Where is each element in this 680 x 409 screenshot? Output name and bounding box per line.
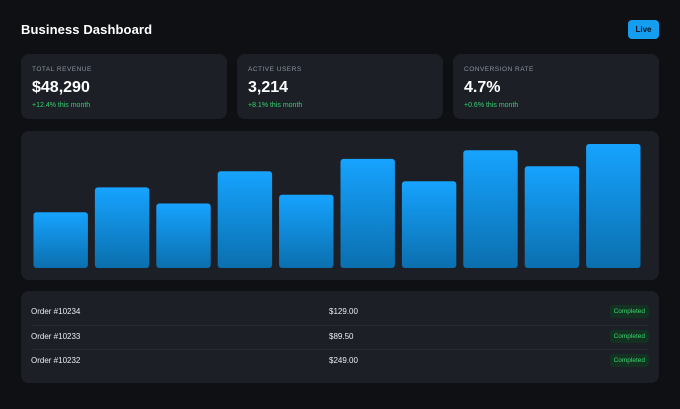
orders-table: Order #10234 $129.00 Completed Order #10… <box>21 291 659 383</box>
order-id: Order #10232 <box>31 356 81 365</box>
page-title: Business Dashboard <box>21 22 153 37</box>
stat-card-conversion: CONVERSION RATE 4.7% +0.6% this month <box>453 54 659 119</box>
table-row[interactable]: Order #10232 $249.00 Completed <box>31 349 649 374</box>
chart-bar <box>156 203 211 268</box>
stat-value: 4.7% <box>464 79 501 96</box>
chart-bar <box>217 171 273 268</box>
chart-bar <box>463 150 518 268</box>
stat-card-revenue: TOTAL REVENUE $48,290 +12.4% this month <box>21 54 227 119</box>
stat-delta: +8.1% this month <box>248 102 303 109</box>
order-id: Order #10233 <box>31 332 81 341</box>
stat-value: 3,214 <box>248 79 289 96</box>
live-button[interactable]: Live <box>628 20 659 39</box>
table-row[interactable]: Order #10234 $129.00 Completed <box>31 301 649 325</box>
chart-bar <box>279 194 334 268</box>
order-amount: $89.50 <box>329 332 354 341</box>
chart-bar <box>401 181 457 268</box>
chart-bar <box>340 158 395 268</box>
chart-bar <box>586 144 641 268</box>
header: Business Dashboard Live <box>21 18 659 40</box>
stat-label: ACTIVE USERS <box>248 66 302 73</box>
order-amount: $249.00 <box>329 356 358 365</box>
order-amount: $129.00 <box>329 307 358 316</box>
status-badge: Completed <box>609 354 649 367</box>
stat-label: CONVERSION RATE <box>464 66 534 73</box>
order-id: Order #10234 <box>31 307 81 316</box>
chart-bar <box>33 212 88 268</box>
stat-value: $48,290 <box>32 79 90 96</box>
chart-bar <box>524 166 580 268</box>
revenue-chart-panel <box>21 131 659 280</box>
stat-delta: +0.6% this month <box>464 102 519 109</box>
status-badge: Completed <box>609 330 649 343</box>
status-badge: Completed <box>609 305 649 318</box>
chart-bar <box>94 187 150 268</box>
stat-label: TOTAL REVENUE <box>32 66 92 73</box>
stat-card-users: ACTIVE USERS 3,214 +8.1% this month <box>237 54 443 119</box>
stat-delta: +12.4% this month <box>32 102 91 109</box>
bar-chart <box>33 144 641 268</box>
table-row[interactable]: Order #10233 $89.50 Completed <box>31 325 649 350</box>
